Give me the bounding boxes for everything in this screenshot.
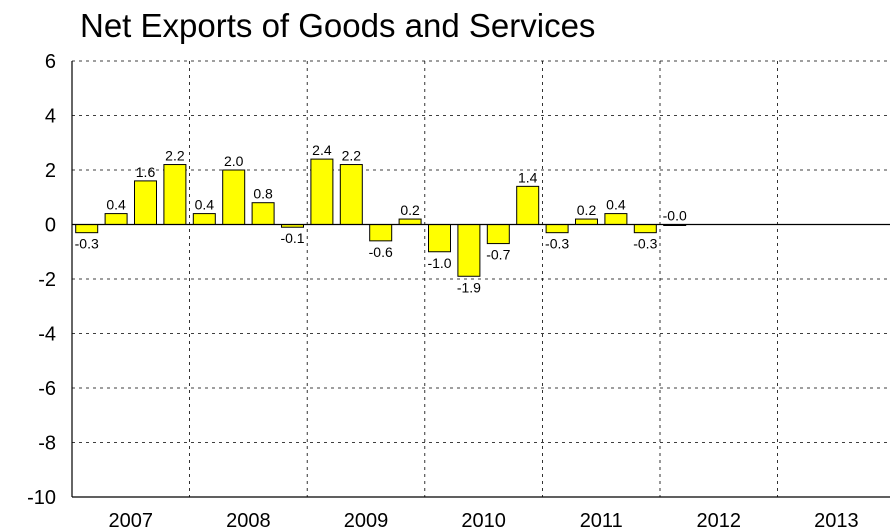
bar [575,218,598,226]
bar-value-label: 0.4 [606,197,626,213]
x-tick-label: 2007 [109,510,154,531]
bar [428,224,451,253]
bar-value-label: -0.3 [545,236,569,252]
x-tick-label: 2009 [344,510,389,531]
bar [457,224,481,277]
y-tick-label: 6 [45,51,56,73]
y-tick-label: -6 [38,378,56,400]
bar-value-label: 2.0 [224,153,244,169]
bar-value-label: 2.2 [342,148,362,164]
bar [604,213,628,226]
bar [398,218,422,226]
bar-value-label: -1.9 [457,279,481,295]
y-tick-label: 0 [45,215,56,237]
bar-value-label: 1.6 [136,164,156,180]
y-tick-label: -2 [38,269,56,291]
y-tick-label: 4 [45,106,56,128]
x-tick-label: 2008 [226,510,271,531]
bar [163,164,187,226]
bar [310,158,334,226]
bar-value-label: 0.4 [195,197,215,213]
bar-value-label: 2.2 [165,148,185,164]
bar-value-label: 2.4 [312,142,332,158]
bar [486,224,510,245]
grid-lines [72,60,890,497]
bar [516,185,540,226]
x-tick-label: 2012 [697,510,742,531]
chart-title: Net Exports of Goods and Services [80,7,595,44]
bar [339,164,363,226]
data-labels: -0.3 0.4 1.6 2.2 0.4 2.0 0.8 -0.1 2.4 2.2 -0.6 0.2 -… [75,142,687,295]
bar-value-label: -0.7 [486,247,510,263]
y-tick-label: -8 [38,433,56,455]
bar-value-label: -0.6 [369,244,393,260]
bar [192,213,216,226]
bar [545,224,569,234]
bar-value-label: -0.3 [633,236,657,252]
bar-value-label: -0.1 [280,230,304,246]
bar-value-label: -1.0 [427,255,451,271]
bar-value-label: 0.2 [577,202,597,218]
axes: 6 4 2 0 -2 -4 -6 -8 -10 2007 2008 2009 2010 2011 2012 2… [27,51,890,531]
x-tick-label: 2010 [461,510,506,531]
x-tick-label: 2013 [814,510,859,531]
y-tick-label: -10 [27,487,56,509]
bar-value-label: -0.0 [663,208,687,224]
bar-value-label: 1.4 [518,169,538,185]
bar-value-label: 0.8 [253,186,273,202]
x-tick-label: 2011 [580,510,623,531]
bar-value-label: 0.4 [106,197,126,213]
bars [75,158,687,277]
bar [251,202,275,225]
bar-value-label: -0.3 [75,236,99,252]
y-tick-label: -4 [38,324,56,346]
bar [222,169,246,225]
bar [75,224,99,234]
bar-value-label: 0.2 [400,202,420,218]
bar [134,180,157,225]
bar [104,213,128,226]
bar [369,224,393,242]
bar [633,224,657,234]
y-tick-label: 2 [45,160,56,182]
